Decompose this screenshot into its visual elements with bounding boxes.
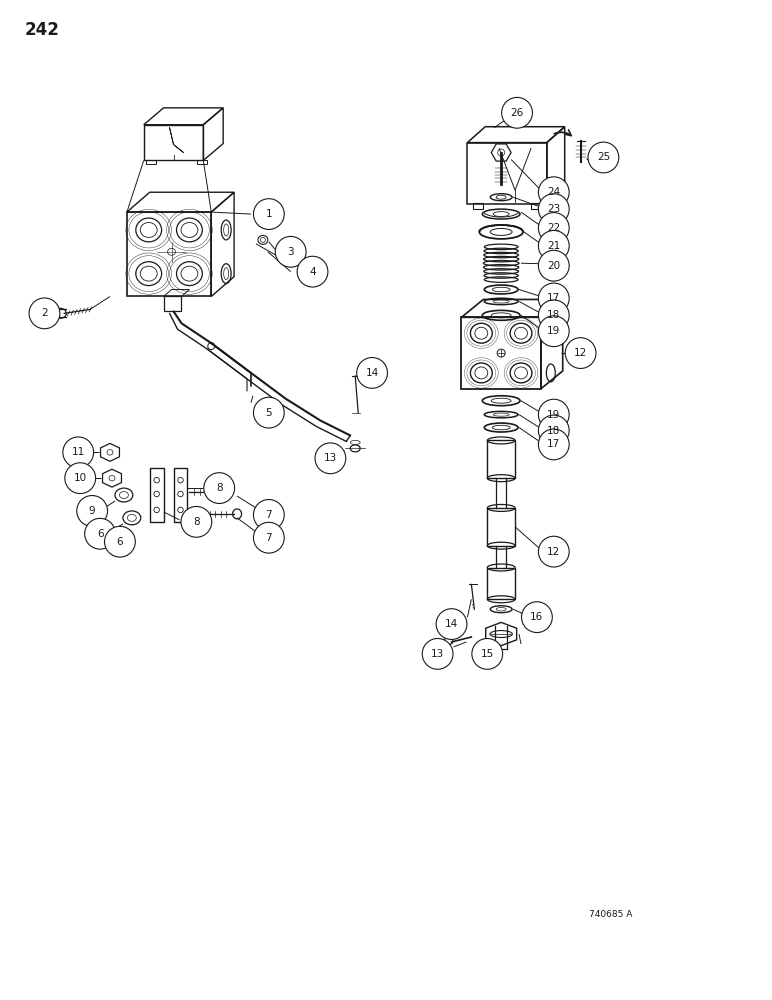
Circle shape	[204, 473, 235, 503]
Circle shape	[76, 496, 107, 526]
Circle shape	[538, 230, 569, 261]
Circle shape	[538, 316, 569, 347]
Text: 7: 7	[266, 533, 273, 543]
Circle shape	[538, 194, 569, 224]
Circle shape	[276, 236, 306, 267]
Text: 17: 17	[547, 293, 560, 303]
Circle shape	[472, 638, 503, 669]
Circle shape	[29, 298, 60, 329]
Text: 25: 25	[597, 152, 610, 162]
Text: 13: 13	[431, 649, 444, 659]
Circle shape	[422, 638, 453, 669]
Circle shape	[357, 358, 388, 388]
Circle shape	[588, 142, 619, 173]
Text: 13: 13	[323, 453, 337, 463]
Text: 8: 8	[193, 517, 200, 527]
Text: 12: 12	[547, 547, 560, 557]
Circle shape	[538, 429, 569, 460]
Circle shape	[538, 536, 569, 567]
Text: 14: 14	[365, 368, 379, 378]
Circle shape	[538, 300, 569, 331]
Circle shape	[253, 522, 284, 553]
Text: 14: 14	[445, 619, 458, 629]
Text: 11: 11	[72, 447, 85, 457]
Text: 20: 20	[547, 261, 560, 271]
Text: 3: 3	[287, 247, 294, 257]
Circle shape	[538, 415, 569, 446]
Text: 242: 242	[25, 21, 59, 39]
Text: 12: 12	[574, 348, 587, 358]
Circle shape	[538, 177, 569, 208]
Circle shape	[253, 500, 284, 530]
Text: 17: 17	[547, 439, 560, 449]
Text: 16: 16	[530, 612, 543, 622]
Text: 5: 5	[266, 408, 273, 418]
Circle shape	[253, 397, 284, 428]
Text: 19: 19	[547, 410, 560, 420]
Text: 23: 23	[547, 204, 560, 214]
Circle shape	[297, 256, 328, 287]
Circle shape	[565, 338, 596, 368]
Text: 6: 6	[96, 529, 103, 539]
Circle shape	[436, 609, 467, 639]
Text: 24: 24	[547, 187, 560, 197]
Circle shape	[65, 463, 96, 494]
Text: 22: 22	[547, 223, 560, 233]
Text: 26: 26	[510, 108, 523, 118]
Circle shape	[85, 518, 116, 549]
Text: 1: 1	[266, 209, 273, 219]
Text: 10: 10	[73, 473, 86, 483]
Text: 4: 4	[310, 267, 316, 277]
Circle shape	[538, 399, 569, 430]
Circle shape	[315, 443, 346, 474]
Text: 8: 8	[216, 483, 222, 493]
Circle shape	[538, 250, 569, 281]
Text: 9: 9	[89, 506, 96, 516]
Circle shape	[502, 97, 533, 128]
Circle shape	[538, 283, 569, 314]
Text: 18: 18	[547, 310, 560, 320]
Circle shape	[253, 199, 284, 229]
Circle shape	[522, 602, 552, 633]
Circle shape	[181, 506, 212, 537]
Text: 19: 19	[547, 326, 560, 336]
Text: 21: 21	[547, 241, 560, 251]
Text: 7: 7	[266, 510, 273, 520]
Circle shape	[104, 526, 135, 557]
Circle shape	[538, 213, 569, 243]
Text: 18: 18	[547, 426, 560, 436]
Text: 740685 A: 740685 A	[588, 910, 632, 919]
Circle shape	[63, 437, 93, 468]
Text: 2: 2	[41, 308, 48, 318]
Text: 6: 6	[117, 537, 124, 547]
Text: 15: 15	[481, 649, 494, 659]
